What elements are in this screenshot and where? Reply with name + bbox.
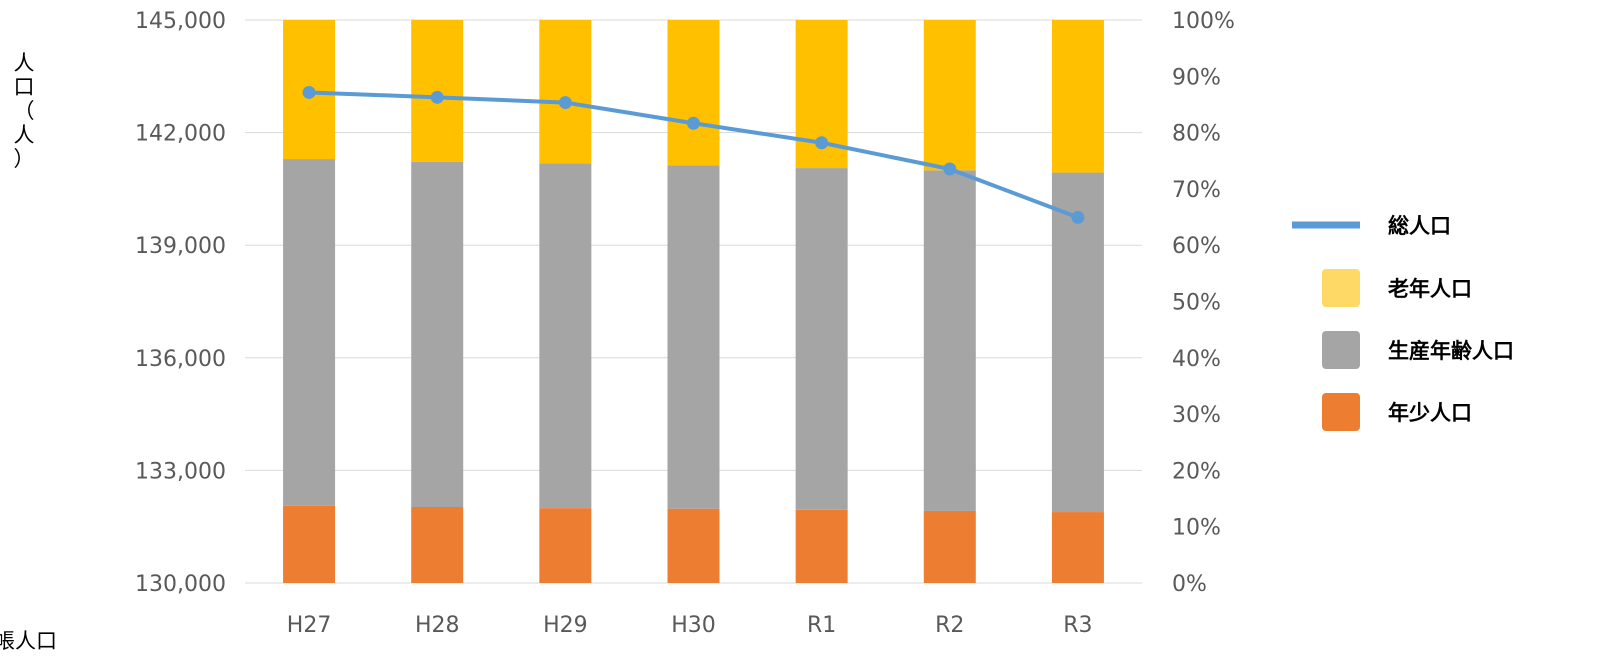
line-point <box>1071 210 1085 224</box>
bar-segment <box>923 20 976 171</box>
line-point <box>687 116 700 130</box>
x-tick-label: H29 <box>543 613 588 638</box>
y-right-tick-label: 0% <box>1172 572 1207 597</box>
bar-segment <box>283 159 336 506</box>
bar-segment <box>411 161 464 507</box>
line-point <box>815 136 829 150</box>
y-left-tick-label: 130,000 <box>135 572 226 597</box>
y-right-tick-label: 80% <box>1172 122 1221 147</box>
line-series <box>302 85 1085 224</box>
legend-swatch <box>1322 393 1360 431</box>
bar-segment <box>411 506 464 583</box>
footnote: 帳人口 <box>0 629 57 653</box>
y-left-tick-label: 139,000 <box>135 234 226 259</box>
bar-segment <box>923 510 976 583</box>
bar-segment <box>795 168 848 510</box>
axes: 145,000 142,000 139,000 136,000 133,000 130,0… <box>0 9 1235 653</box>
y-right-tick-label: 20% <box>1172 459 1221 484</box>
bar-segment <box>667 508 720 583</box>
y-right-tick-label: 50% <box>1172 291 1221 316</box>
x-tick-label: H27 <box>287 613 332 638</box>
bar-segment <box>1051 512 1104 583</box>
x-tick-label: H30 <box>671 613 716 638</box>
x-tick-label: R3 <box>1063 613 1092 638</box>
line-point <box>558 96 572 110</box>
line-point <box>430 90 444 104</box>
x-tick-label: R2 <box>935 613 964 638</box>
bar-segment <box>923 170 976 511</box>
y-right-tick-label: 40% <box>1172 347 1221 372</box>
y-right-tick-label: 100% <box>1172 9 1235 34</box>
bar-segment <box>1051 20 1104 173</box>
line-point <box>302 85 316 99</box>
bar-segment <box>539 508 592 583</box>
legend-label: 老年人口 <box>1388 277 1472 301</box>
y-axis-label: 人口（人） <box>14 51 35 171</box>
bar-segment <box>667 20 720 166</box>
y-left-tick-label: 145,000 <box>135 9 226 34</box>
bar-segment <box>539 163 592 509</box>
y-right-tick-label: 10% <box>1172 516 1221 541</box>
y-right-tick-label: 60% <box>1172 234 1221 259</box>
bar-segment <box>283 505 336 583</box>
bar-segment <box>539 20 592 164</box>
legend-label: 総人口 <box>1388 214 1451 238</box>
x-tick-label: H28 <box>415 613 460 638</box>
legend-swatch <box>1322 331 1360 369</box>
y-right-tick-label: 70% <box>1172 178 1221 203</box>
legend-label: 生産年齢人口 <box>1388 339 1514 363</box>
y-left-tick-label: 136,000 <box>135 347 226 372</box>
y-right-tick-label: 90% <box>1172 65 1221 90</box>
bar-segment <box>667 165 720 509</box>
bar-segment <box>795 509 848 583</box>
y-left-tick-label: 142,000 <box>135 122 226 147</box>
y-right-tick-label: 30% <box>1172 403 1221 428</box>
legend-swatch <box>1322 269 1360 307</box>
legend-label: 年少人口 <box>1388 401 1472 425</box>
y-left-tick-label: 133,000 <box>135 459 226 484</box>
bar-segment <box>1051 172 1104 513</box>
x-tick-label: R1 <box>807 613 836 638</box>
bar-series <box>283 20 1104 583</box>
line-point <box>943 162 957 176</box>
